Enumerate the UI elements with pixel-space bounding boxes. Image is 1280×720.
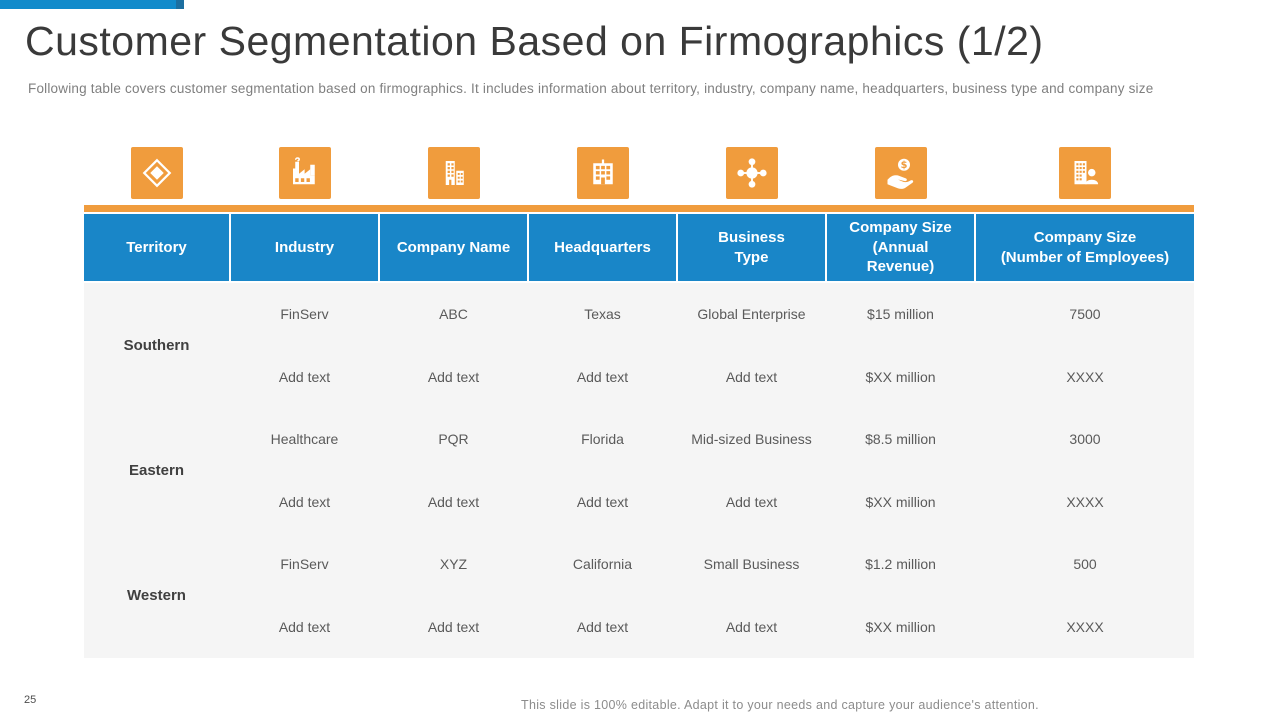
table-cell: California — [572, 556, 633, 573]
page-number: 25 — [24, 694, 37, 706]
table-cell-placeholder: Add text — [725, 368, 778, 385]
orange-divider-bar — [84, 205, 1194, 212]
table-cell-placeholder: Add text — [576, 618, 629, 635]
table-cell-placeholder: $XX million — [865, 493, 936, 510]
table-cell: $1.2 million — [865, 556, 936, 573]
col-header-headquarters: Headquarters — [529, 214, 676, 281]
col-header-company-name: Company Name — [380, 214, 527, 281]
annual-revenue-icon-cell: $ — [827, 146, 974, 199]
table-cell-placeholder: Add text — [725, 618, 778, 635]
company-name-icon — [427, 146, 480, 199]
company-name-icon-cell — [380, 146, 527, 199]
row-group-western: Western FinServ XYZ California Small Bus… — [84, 533, 1194, 658]
table-cell-placeholder: Add text — [278, 618, 331, 635]
table-cell-placeholder: XXXX — [1066, 618, 1104, 635]
svg-text:$: $ — [900, 160, 907, 171]
table-cell: 7500 — [1069, 306, 1101, 323]
table-cell: 3000 — [1069, 431, 1101, 448]
industry-icon — [278, 146, 331, 199]
table-cell-placeholder: Add text — [576, 368, 629, 385]
employees-icon — [1059, 146, 1111, 199]
table-cell: Florida — [581, 431, 624, 448]
table-cell: XYZ — [439, 556, 468, 573]
table-cell-placeholder: $XX million — [865, 368, 936, 385]
accent-bar — [0, 0, 176, 9]
industry-icon-cell — [231, 146, 378, 199]
table-cell: Global Enterprise — [697, 306, 806, 323]
table-cell: PQR — [438, 431, 469, 448]
table-cell: Small Business — [703, 556, 800, 573]
headquarters-icon — [576, 146, 629, 199]
territory-icon-cell — [84, 146, 229, 199]
table-cell: $15 million — [867, 306, 934, 323]
headquarters-icon-cell — [529, 146, 676, 199]
table-cell-placeholder: Add text — [725, 493, 778, 510]
table-cell: Texas — [584, 306, 621, 323]
employees-icon-cell — [976, 146, 1194, 199]
table-cell: FinServ — [280, 556, 329, 573]
territory-label: Eastern — [128, 462, 185, 479]
col-header-territory: Territory — [84, 214, 229, 281]
table-cell-placeholder: Add text — [427, 368, 480, 385]
table-cell: $8.5 million — [865, 431, 936, 448]
table-cell-placeholder: XXXX — [1066, 493, 1104, 510]
territory-label: Western — [127, 587, 186, 604]
page-title: Customer Segmentation Based on Firmograp… — [25, 18, 1044, 64]
table-cell: Mid-sized Business — [691, 431, 812, 448]
business-type-icon — [725, 146, 778, 199]
table-cell-placeholder: Add text — [278, 368, 331, 385]
table-body: Southern FinServ ABC Texas Global Enterp… — [84, 283, 1194, 658]
row-group-eastern: Eastern Healthcare PQR Florida Mid-sized… — [84, 408, 1194, 533]
col-header-industry: Industry — [231, 214, 378, 281]
col-header-company-size-revenue: Company Size (Annual Revenue) — [827, 214, 974, 281]
footer-note: This slide is 100% editable. Adapt it to… — [521, 698, 1039, 712]
icon-row: $ — [84, 146, 1194, 199]
row-group-southern: Southern FinServ ABC Texas Global Enterp… — [84, 283, 1194, 408]
table-cell-placeholder: $XX million — [865, 618, 936, 635]
table-cell: 500 — [1073, 556, 1097, 573]
col-header-business-type: Business Type — [678, 214, 825, 281]
table-cell-placeholder: Add text — [427, 493, 480, 510]
table-cell: ABC — [439, 306, 468, 323]
table-cell-placeholder: Add text — [427, 618, 480, 635]
table-cell-placeholder: Add text — [576, 493, 629, 510]
page-subtitle: Following table covers customer segmenta… — [28, 81, 1154, 96]
annual-revenue-icon: $ — [874, 146, 927, 199]
col-header-company-size-employees: Company Size (Number of Employees) — [976, 214, 1194, 281]
table-cell-placeholder: Add text — [278, 493, 331, 510]
table-header-row: Territory Industry Company Name Headquar… — [84, 214, 1194, 281]
table-cell: Healthcare — [270, 431, 339, 448]
territory-label: Southern — [123, 337, 190, 354]
table-panel: $ — [84, 146, 1194, 658]
table-cell-placeholder: XXXX — [1066, 368, 1104, 385]
accent-bar-cap — [176, 0, 184, 9]
territory-icon — [130, 146, 183, 199]
business-type-icon-cell — [678, 146, 825, 199]
table-cell: FinServ — [280, 306, 329, 323]
